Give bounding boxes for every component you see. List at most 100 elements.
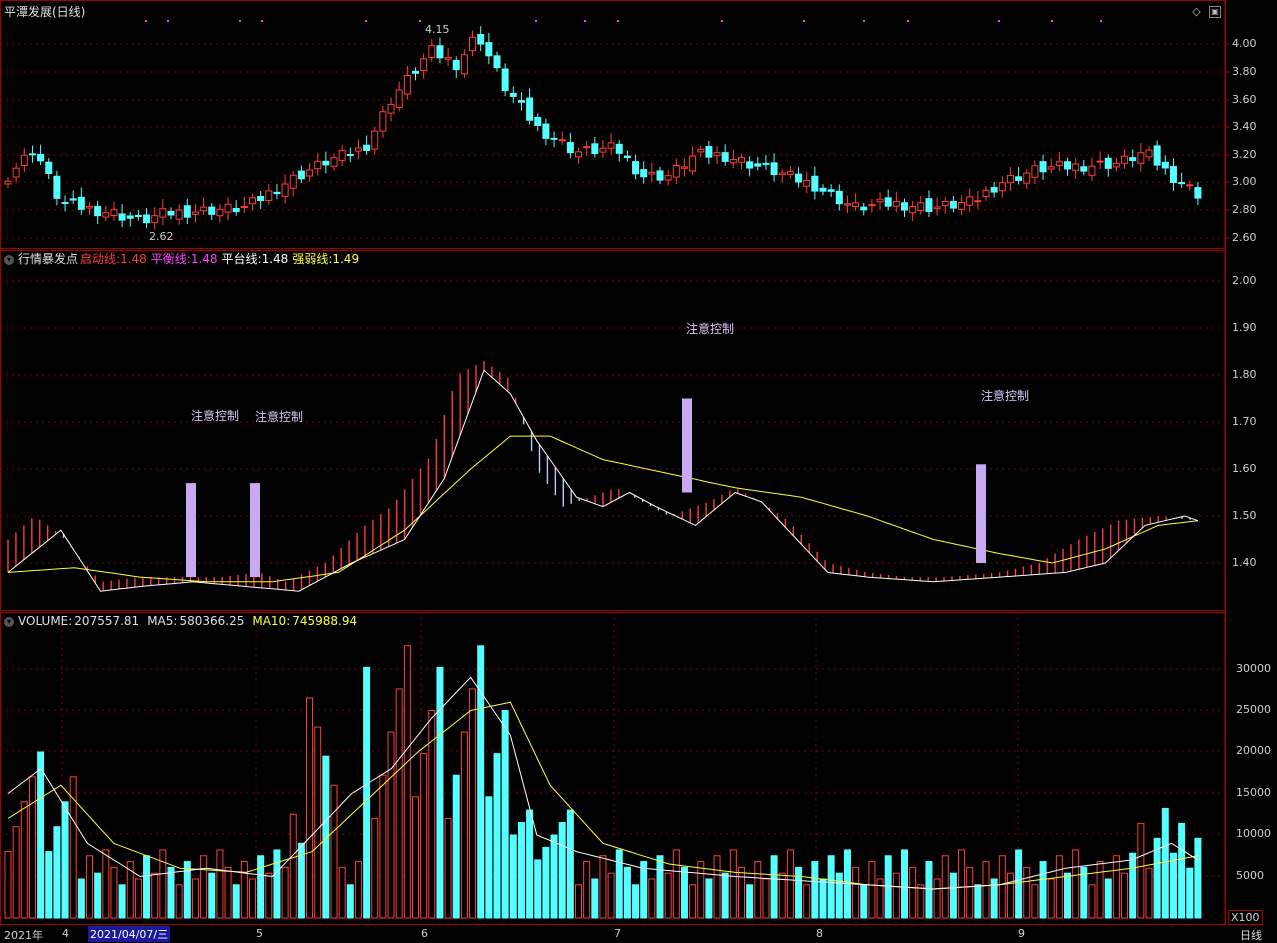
candle-body [412,70,419,74]
low-marker: 2.62 [149,230,174,243]
candle-body [200,206,208,212]
candle-body [901,202,908,211]
candle-body [330,157,338,167]
volume-bar [933,878,941,919]
candle-body [697,148,705,153]
candle-body [118,213,126,221]
volume-bar [1178,822,1186,919]
volume-bar [648,878,656,919]
collapse-icon[interactable]: ▾ [4,616,14,627]
volume-bar [412,796,419,919]
volume-bar [281,866,289,919]
diamond-icon[interactable]: ◇ [1192,5,1201,18]
indicator-tick-label: 1.40 [1232,556,1257,569]
candle-body [45,161,53,174]
ma10-value: 745988.94 [292,614,358,628]
candle-body [860,206,868,211]
period-label[interactable]: 日线 [1240,929,1262,942]
ma5-value: 580366.25 [179,614,245,628]
volume-bar [273,849,281,919]
volume-bar [615,849,623,919]
candle-body [917,202,925,212]
candle-body [420,58,428,72]
candle-body [126,215,134,219]
volume-bar [550,834,558,919]
candle-body [566,142,574,154]
volume-bar [257,855,265,919]
candle-body [110,209,118,216]
volume-bar [151,872,159,919]
qiangruo-line [7,435,1198,583]
signal-dot [803,20,805,22]
volume-bar [175,884,183,919]
pingtai-value: 1.48 [261,252,289,266]
volume-tick-label: 15000 [1236,786,1271,799]
price-tick-label: 3.00 [1232,175,1257,188]
timeline-bar: 2021年 4 2021/04/07/三 5 6 7 8 9 日线 [0,925,1277,943]
volume-bar [1088,884,1096,919]
candle-body [249,197,256,205]
pingtai-label: 平台线: [221,252,262,266]
candle-body [909,205,917,214]
volume-bar [966,866,974,919]
volume-bar [428,710,436,919]
candle-body [61,201,69,204]
candle-body [1161,161,1169,169]
price-tick-label: 3.20 [1232,148,1257,161]
stock-title[interactable]: 平潭发展(日线) [4,5,86,19]
volume-bar [183,861,191,919]
candle-body [485,42,493,57]
indicator-header: ▾ 行情暴发点 启动线:1.48 平衡线:1.48 平台线:1.48 强弱线:1.49 [4,252,363,266]
volume-bar [444,817,452,919]
candle-body [1169,166,1177,184]
candle-body [1137,152,1145,164]
volume-header: ▾ VOLUME: 207557.81 MA5: 580366.25 MA10: 74598… [4,614,361,628]
candle-body [803,179,811,187]
collapse-icon[interactable]: ▾ [4,254,14,265]
candle-body [1064,161,1071,170]
indicator-name[interactable]: 行情暴发点 [18,252,79,266]
candle-body [868,204,876,207]
volume-bar [786,849,794,919]
volume-bar [876,878,884,919]
candle-body [884,197,892,207]
candle-body [648,171,656,175]
candle-body [477,34,485,45]
indicator-tick-label: 1.90 [1232,321,1257,334]
cursor-date[interactable]: 2021/04/07/三 [88,926,171,942]
candle-body [151,215,159,224]
volume-bar [1072,849,1080,919]
candle-body [387,104,395,114]
candle-body [452,59,460,71]
volume-tick-label: 25000 [1236,703,1271,716]
volume-bar [1064,872,1071,919]
ma5-line [7,676,1199,890]
candle-body [403,75,411,95]
volume-bar [493,753,501,919]
volume-bar [77,878,85,919]
volume-bar [306,697,314,919]
volume-bar [387,731,395,919]
volume-bar [1161,807,1169,919]
candle-body [257,195,265,202]
volume-bar [835,872,843,919]
candle-body [395,89,403,108]
candle-body [37,153,45,162]
volume-bar [623,866,631,919]
month-6: 6 [421,927,428,940]
volume-tick-label: 5000 [1236,869,1264,882]
candle-body [835,190,843,205]
volume-label[interactable]: VOLUME: [18,614,73,628]
maximize-icon[interactable]: ▣ [1209,6,1221,18]
candle-body [322,160,330,166]
signal-dot [239,20,241,22]
candle-body [167,210,175,216]
candle-body [444,57,452,60]
pane-border [0,250,1226,611]
volume-bar [762,878,770,919]
volume-bar [868,861,876,919]
signal-dot [167,20,169,22]
candle-body [966,196,974,206]
volume-tick-label: 10000 [1236,827,1271,840]
